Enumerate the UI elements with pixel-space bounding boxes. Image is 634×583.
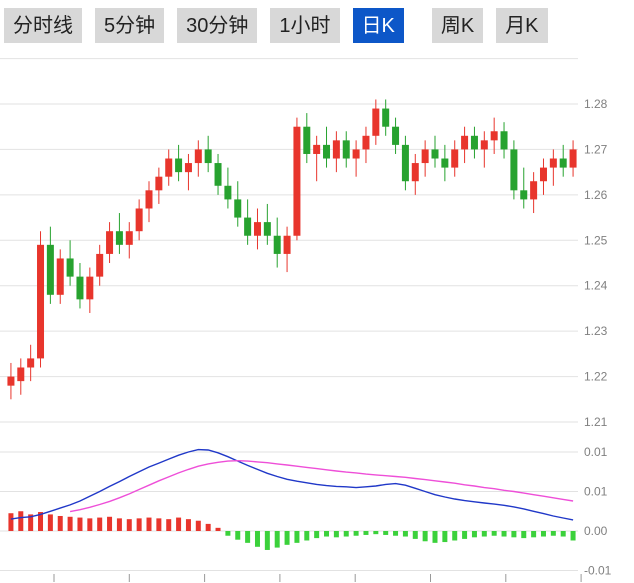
macd-dif-line [10,448,574,521]
price-axis-label: 1.25 [584,233,608,247]
price-axis-label: 1.21 [584,415,608,429]
price-axis-label: 1.22 [584,370,608,384]
macd-axis-label: 0.01 [584,485,608,499]
tab-monthly-k[interactable]: 月K [496,7,548,43]
kline-macd-chart[interactable]: 1.281.271.261.251.241.231.221.210.010.01… [0,48,634,583]
tab-weekly-k[interactable]: 周K [431,7,484,43]
tab-daily-k[interactable]: 日K [352,7,404,43]
time-axis-ticks [53,574,582,582]
candles-series [7,99,577,400]
price-gridlines: 1.28 1.27 1.26 1.25 1.24 1.23 1.22 1.21 [0,58,608,429]
price-axis-label: 1.23 [584,324,608,338]
tab-5min[interactable]: 5分钟 [95,7,165,43]
price-axis-label: 1.26 [584,188,608,202]
tab-30min[interactable]: 30分钟 [177,7,258,43]
chart-area: 1.28 1.27 1.26 1.25 1.24 1.23 1.22 1.21 0.01 0.01… [0,48,634,583]
macd-axis-label: 0.01 [584,445,608,459]
price-axis-label: 1.24 [584,279,608,293]
price-axis-label: 1.28 [584,97,608,111]
tab-1hour[interactable]: 1小时 [270,7,340,43]
macd-axis-label: -0.01 [584,564,612,578]
timeframe-tabbar: 分时线 5分钟 30分钟 1小时 日K 周K 月K [0,0,634,48]
macd-histogram [8,511,576,550]
macd-axis-label: 0.00 [584,524,608,538]
price-axis-label: 1.27 [584,142,608,156]
macd-gridlines: 0.01 0.01 0.00 -0.01 [0,445,612,578]
tab-timeshare[interactable]: 分时线 [4,7,82,43]
macd-dea-line [69,459,574,513]
